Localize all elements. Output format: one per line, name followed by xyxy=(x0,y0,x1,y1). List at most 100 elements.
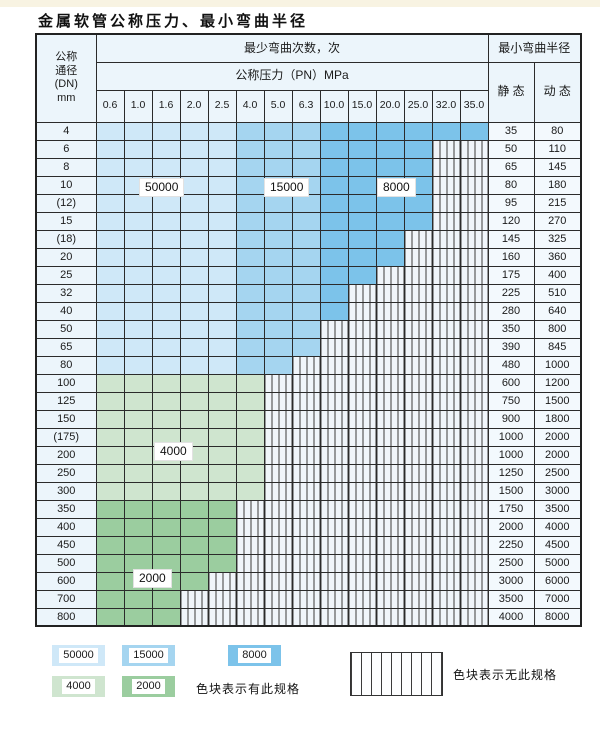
cell-no-spec xyxy=(263,463,293,483)
cell-band-b1 xyxy=(179,355,209,375)
cell-band-b3 xyxy=(347,139,377,159)
cell-band-b3 xyxy=(319,175,349,195)
dn-cell: 200 xyxy=(35,445,97,465)
cell-band-b1 xyxy=(151,211,181,231)
cell-no-spec xyxy=(459,247,489,267)
cell-band-g1 xyxy=(151,481,181,501)
static-radius-cell: 145 xyxy=(487,229,535,249)
cell-band-b1 xyxy=(151,247,181,267)
cell-band-g1 xyxy=(95,445,125,465)
cell-band-g2 xyxy=(179,535,209,555)
cell-no-spec xyxy=(319,571,349,591)
spec-table-body: 4 35 80 6 50 110 8 65 145 10 80 180 (12) 95 215 15 120 27… xyxy=(35,121,582,627)
cell-no-spec xyxy=(319,373,349,393)
dn-cell: 800 xyxy=(35,607,97,627)
cell-band-g1 xyxy=(235,463,265,483)
cell-no-spec xyxy=(459,211,489,231)
static-radius-cell: 95 xyxy=(487,193,535,213)
cell-band-b2 xyxy=(235,121,265,141)
cell-no-spec xyxy=(347,373,377,393)
cell-band-g2 xyxy=(151,553,181,573)
table-row-dn-15: 15 120 270 xyxy=(35,211,582,231)
region-label-50000: 50000 xyxy=(139,178,185,197)
cell-band-b2 xyxy=(291,265,321,285)
table-row-dn-200: 200 1000 2000 xyxy=(35,445,582,465)
cell-no-spec xyxy=(263,409,293,429)
cell-no-spec xyxy=(375,409,405,429)
static-radius-cell: 80 xyxy=(487,175,535,195)
cell-band-g2 xyxy=(151,589,181,609)
cell-no-spec xyxy=(403,589,433,609)
cell-no-spec xyxy=(347,427,377,447)
cell-band-g1 xyxy=(179,409,209,429)
cell-no-spec xyxy=(459,427,489,447)
table-row-dn-700: 700 3500 7000 xyxy=(35,589,582,609)
pressure-col-1.6: 1.6 xyxy=(151,89,181,123)
table-row-dn-450: 450 2250 4500 xyxy=(35,535,582,555)
dynamic-radius-cell: 2500 xyxy=(533,463,582,483)
cell-band-b1 xyxy=(207,247,237,267)
cell-band-b2 xyxy=(263,301,293,321)
cell-no-spec xyxy=(403,283,433,303)
cell-no-spec xyxy=(431,301,461,321)
cell-no-spec xyxy=(375,445,405,465)
cell-band-b3 xyxy=(319,193,349,213)
cell-no-spec xyxy=(375,391,405,411)
cell-no-spec xyxy=(431,265,461,285)
cell-no-spec xyxy=(319,589,349,609)
cell-no-spec xyxy=(347,445,377,465)
cell-no-spec xyxy=(235,571,265,591)
cell-band-b1 xyxy=(179,283,209,303)
cell-no-spec xyxy=(459,265,489,285)
cell-no-spec xyxy=(403,301,433,321)
cell-no-spec xyxy=(431,535,461,555)
legend-swatch-8000: 8000 xyxy=(228,645,281,666)
cell-band-b1 xyxy=(95,337,125,357)
static-radius-cell: 1000 xyxy=(487,445,535,465)
cell-band-b3 xyxy=(375,211,405,231)
cell-band-g1 xyxy=(235,481,265,501)
pressure-col-6.3: 6.3 xyxy=(291,89,321,123)
cell-band-g1 xyxy=(235,427,265,447)
pressure-col-35.0: 35.0 xyxy=(459,89,489,123)
cell-no-spec xyxy=(403,427,433,447)
cell-no-spec xyxy=(347,517,377,537)
cell-no-spec xyxy=(459,535,489,555)
cell-no-spec xyxy=(291,535,321,555)
dynamic-radius-cell: 6000 xyxy=(533,571,582,591)
cell-band-b1 xyxy=(123,355,153,375)
cell-no-spec xyxy=(291,499,321,519)
cell-band-g2 xyxy=(123,607,153,627)
cell-no-spec xyxy=(431,139,461,159)
dynamic-radius-cell: 325 xyxy=(533,229,582,249)
cell-band-b1 xyxy=(179,319,209,339)
cell-no-spec xyxy=(375,337,405,357)
cell-no-spec xyxy=(431,571,461,591)
cell-no-spec xyxy=(375,319,405,339)
static-radius-cell: 350 xyxy=(487,319,535,339)
cell-band-b2 xyxy=(263,283,293,303)
table-row-dn-50: 50 350 800 xyxy=(35,319,582,339)
cell-no-spec xyxy=(291,445,321,465)
cell-no-spec xyxy=(179,589,209,609)
table-row-dn-800: 800 4000 8000 xyxy=(35,607,582,627)
cell-no-spec xyxy=(403,391,433,411)
cell-band-b1 xyxy=(123,121,153,141)
cell-no-spec xyxy=(431,427,461,447)
cell-band-b1 xyxy=(151,283,181,303)
dn-cell: 40 xyxy=(35,301,97,321)
cell-no-spec xyxy=(291,553,321,573)
cell-band-b3 xyxy=(319,247,349,267)
cell-no-spec xyxy=(235,589,265,609)
cell-no-spec xyxy=(291,607,321,627)
cell-no-spec xyxy=(431,499,461,519)
cell-band-b2 xyxy=(291,301,321,321)
cell-band-g1 xyxy=(151,391,181,411)
cell-no-spec xyxy=(459,229,489,249)
cell-band-b2 xyxy=(291,121,321,141)
dynamic-radius-cell: 1800 xyxy=(533,409,582,429)
cell-no-spec xyxy=(319,481,349,501)
cell-band-b1 xyxy=(179,301,209,321)
cell-no-spec xyxy=(403,409,433,429)
cell-no-spec xyxy=(459,157,489,177)
